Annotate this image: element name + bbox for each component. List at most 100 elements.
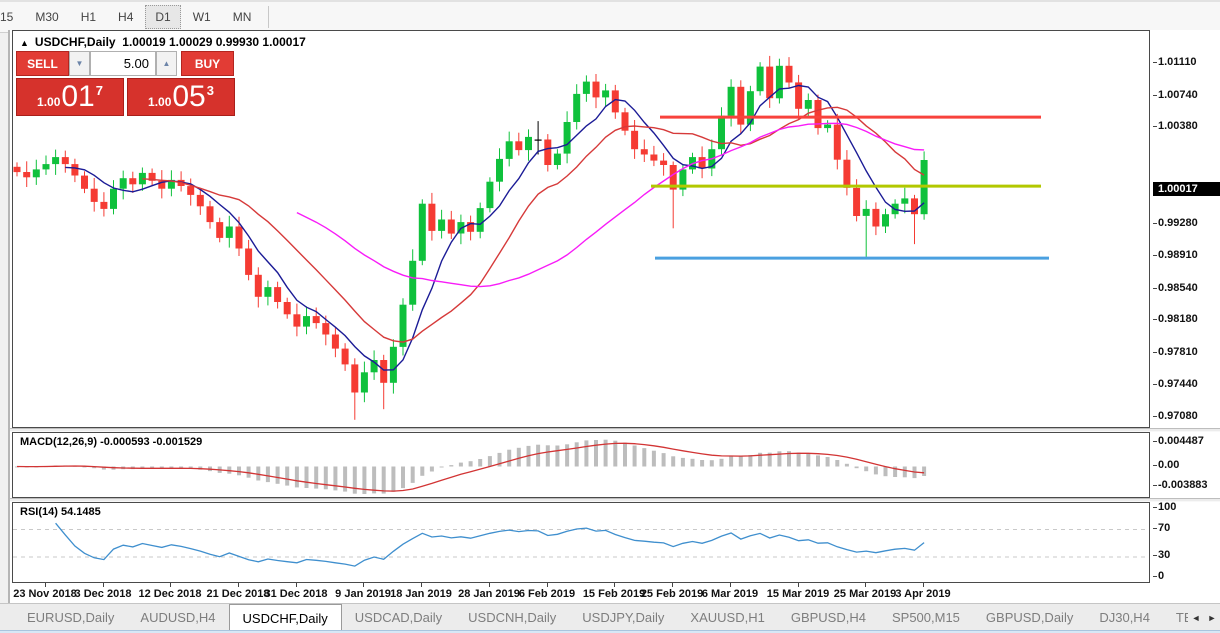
date-label: 15 Feb 2019	[582, 588, 646, 600]
volume-increase-button[interactable]: ▲	[156, 51, 177, 76]
sell-button[interactable]: SELL	[16, 51, 69, 76]
date-tick	[923, 583, 924, 587]
timeframe-MN[interactable]: MN	[232, 10, 252, 24]
price-tick: 0.97080	[1153, 410, 1198, 422]
timeframe-D1[interactable]: D1	[145, 5, 181, 29]
date-label: 21 Dec 2018	[206, 588, 270, 600]
date-label: 6 Mar 2019	[701, 588, 759, 600]
chart-collapse-icon[interactable]: ▲	[20, 38, 29, 48]
buy-button[interactable]: BUY	[181, 51, 234, 76]
panel-splitter[interactable]	[10, 428, 1220, 432]
chart-window: ▲ USDCHF,Daily 1.00019 1.00029 0.99930 1.…	[8, 30, 1220, 603]
date-label: 12 Dec 2018	[138, 588, 202, 600]
price-tick: 0.98540	[1153, 282, 1198, 294]
date-label: 28 Jan 2019	[458, 588, 520, 600]
date-tick	[421, 583, 422, 587]
chart-symbol-period: USDCHF,Daily	[34, 35, 116, 49]
rsi-tick: 100	[1152, 501, 1177, 513]
date-tick	[45, 583, 46, 587]
date-tick	[614, 583, 615, 587]
date-label: 31 Dec 2018	[264, 588, 328, 600]
tab-GBPUSD-H4[interactable]: GBPUSD,H4	[790, 610, 866, 625]
date-tick	[865, 583, 866, 587]
rsi-canvas[interactable]	[12, 502, 1150, 583]
price-tick: 0.98180	[1153, 313, 1198, 325]
tab-TECH100-H1[interactable]: TECH100,H1	[1175, 610, 1188, 625]
tab-USDJPY-Daily[interactable]: USDJPY,Daily	[582, 610, 665, 625]
chart-tab-bar: EURUSD,Daily AUDUSD,H4 USDCHF,Daily USDCAD,…	[0, 603, 1220, 631]
date-tick	[363, 583, 364, 587]
macd-tick: 0.00	[1152, 459, 1180, 471]
macd-label: MACD(12,26,9) -0.000593 -0.001529	[20, 436, 203, 448]
buy-quote-figure: 1.00	[148, 94, 172, 109]
macd-axis: 0.004487 0.00 -0.003883	[1152, 432, 1220, 498]
tab-DJ30-H4[interactable]: DJ30,H4	[1099, 610, 1150, 625]
timeframe-H4[interactable]: H4	[118, 10, 134, 24]
price-axis: 1.011101.007401.003800.996400.992800.989…	[1152, 30, 1220, 428]
timeframe-H1[interactable]: H1	[80, 10, 97, 24]
price-tick: 0.98910	[1153, 249, 1198, 261]
tab-GBPUSD-Daily[interactable]: GBPUSD,Daily	[985, 610, 1074, 625]
sell-quote-point: 7	[95, 82, 103, 98]
date-label: 3 Apr 2019	[895, 588, 951, 600]
timeframe-15[interactable]: 15	[0, 10, 14, 24]
date-tick	[489, 583, 490, 587]
date-tick	[103, 583, 104, 587]
sell-quote-figure: 1.00	[37, 94, 61, 109]
volume-input[interactable]	[90, 51, 156, 76]
status-strip	[0, 630, 1220, 633]
buy-quote-pips: 05	[172, 80, 206, 113]
tab-USDCHF-Daily[interactable]: USDCHF,Daily	[228, 604, 342, 631]
date-label: 23 Nov 2018	[13, 588, 77, 600]
tab-XAUUSD-H1[interactable]: XAUUSD,H1	[690, 610, 765, 625]
rsi-axis: 100 70 30 0	[1152, 501, 1220, 583]
buy-quote[interactable]: 1.00 05 3	[127, 78, 235, 116]
sell-quote[interactable]: 1.00 01 7	[16, 78, 124, 116]
rsi-tick: 0	[1152, 570, 1165, 582]
chart-tabs: EURUSD,Daily AUDUSD,H4 USDCHF,Daily USDCAD,…	[0, 604, 1188, 631]
tab-EURUSD-Daily[interactable]: EURUSD,Daily	[27, 610, 115, 625]
price-tick: 1.00740	[1153, 89, 1198, 101]
tab-AUDUSD-H4[interactable]: AUDUSD,H4	[140, 610, 216, 625]
date-label: 15 Mar 2019	[766, 588, 830, 600]
date-label: 25 Mar 2019	[833, 588, 897, 600]
macd-tick: -0.003883	[1153, 479, 1208, 491]
tab-USDCAD-Daily[interactable]: USDCAD,Daily	[354, 610, 443, 625]
price-tick: 0.97440	[1153, 378, 1198, 390]
date-tick	[672, 583, 673, 587]
macd-tick: 0.004487	[1153, 435, 1204, 447]
panel-splitter-2[interactable]	[10, 498, 1220, 502]
date-axis: 23 Nov 2018 3 Dec 2018 12 Dec 2018 21 Dec 2…	[10, 583, 1220, 603]
date-tick	[170, 583, 171, 587]
date-label: 3 Dec 2018	[74, 588, 132, 600]
tab-USDCNH-Daily[interactable]: USDCNH,Daily	[468, 610, 557, 625]
date-tick	[296, 583, 297, 587]
date-tick	[547, 583, 548, 587]
timeframe-buttons: 15 M30 H1 H4 D1 W1 MN	[0, 5, 262, 29]
price-tick: 0.97810	[1153, 346, 1198, 358]
date-tick	[798, 583, 799, 587]
volume-decrease-button[interactable]: ▼	[69, 51, 90, 76]
price-tick: 1.00380	[1153, 120, 1198, 132]
rsi-tick: 70	[1152, 522, 1171, 534]
rsi-label: RSI(14) 54.1485	[20, 506, 101, 518]
price-tick: 1.01110	[1153, 56, 1197, 68]
date-label: 25 Feb 2019	[640, 588, 704, 600]
buy-quote-point: 3	[206, 82, 214, 98]
chart-ohlc-values: 1.00019 1.00029 0.99930 1.00017	[122, 35, 306, 49]
macd-canvas[interactable]	[12, 432, 1150, 498]
one-click-trade-panel: SELL ▼ ▲ BUY 1.00 01 7 1.00 05 3	[16, 51, 238, 116]
date-tick	[238, 583, 239, 587]
date-label: 6 Feb 2019	[518, 588, 576, 600]
timeframe-M30[interactable]: M30	[35, 10, 59, 24]
tab-SP500-M15[interactable]: SP500,M15	[891, 610, 960, 625]
tab-scroll-right-icon[interactable]: ►	[1207, 612, 1217, 623]
current-price-tag: 1.00017	[1153, 182, 1220, 196]
date-label: 9 Jan 2019	[335, 588, 391, 600]
price-tick: 0.99280	[1153, 217, 1198, 229]
chart-title: ▲ USDCHF,Daily 1.00019 1.00029 0.99930 1.…	[20, 35, 306, 49]
tab-scroll-left-icon[interactable]: ◄	[1191, 612, 1201, 623]
timeframe-W1[interactable]: W1	[192, 10, 211, 24]
date-tick	[730, 583, 731, 587]
